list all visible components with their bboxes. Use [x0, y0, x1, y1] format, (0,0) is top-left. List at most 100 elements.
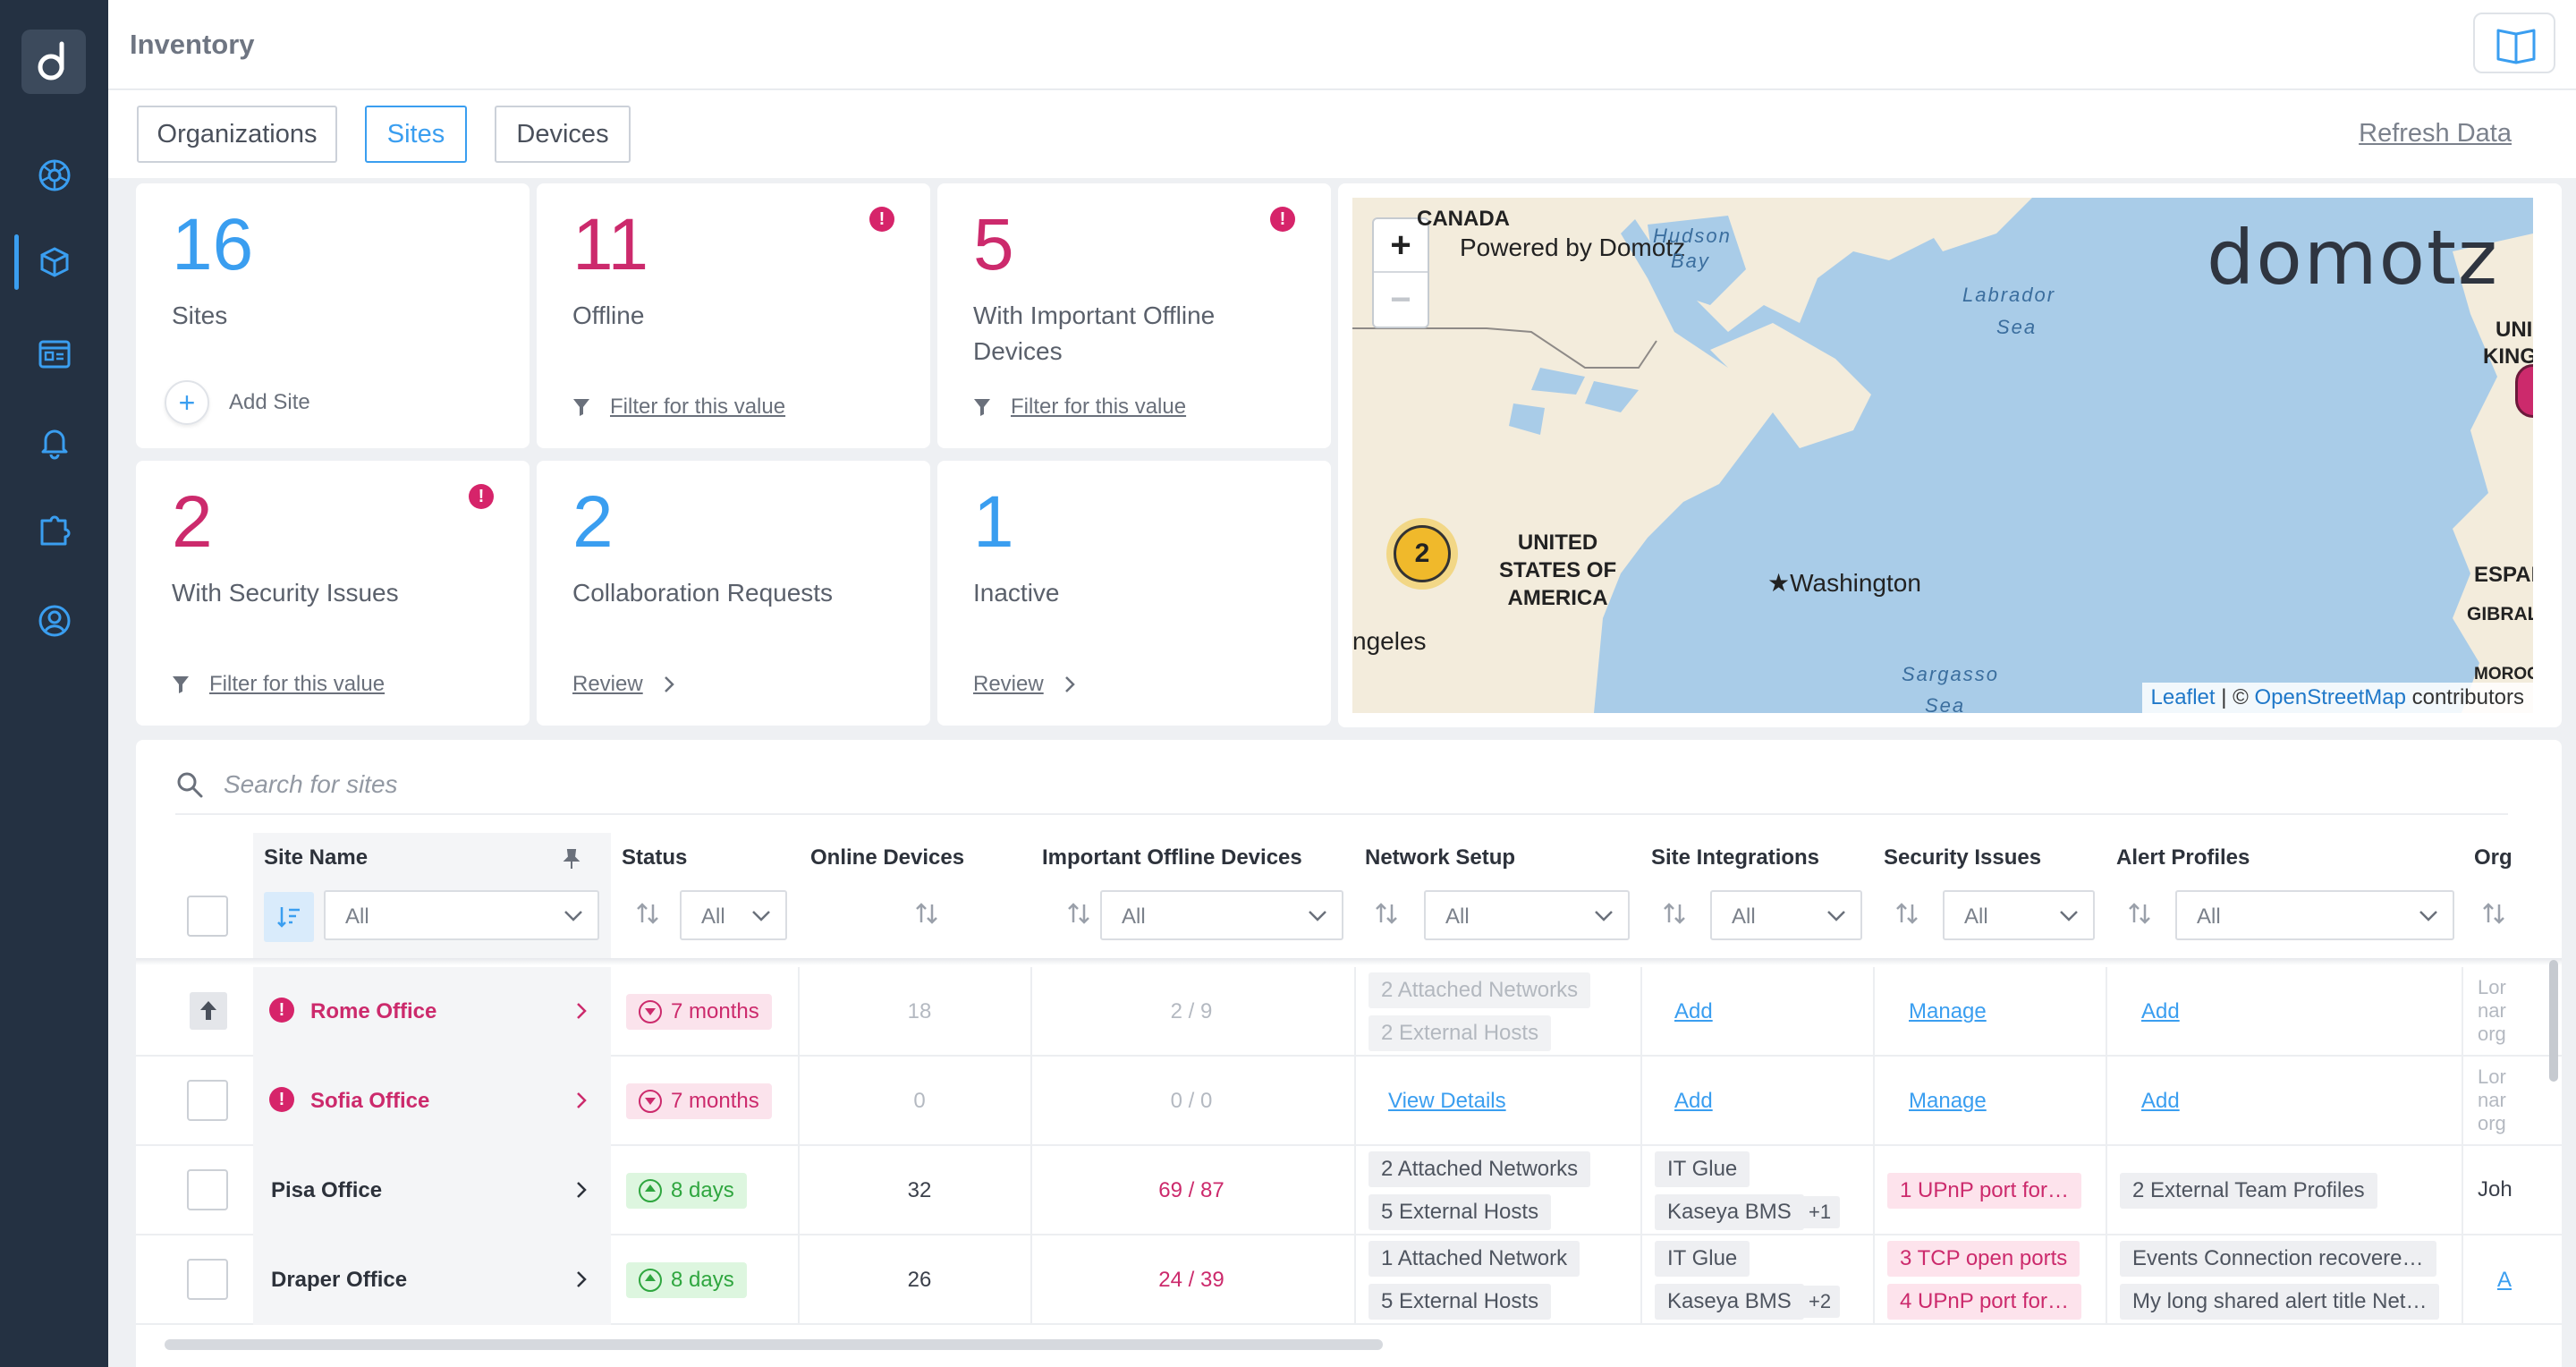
integrations-add-link[interactable]: Add: [1674, 1089, 1713, 1113]
search-input[interactable]: [224, 767, 1297, 802]
pin-row-button[interactable]: [190, 992, 227, 1030]
site-cluster-marker[interactable]: 2: [1394, 525, 1451, 582]
alert-icon: !: [1270, 207, 1295, 232]
sort-security-icon[interactable]: [1894, 901, 1919, 926]
leaflet-link[interactable]: Leaflet: [2150, 685, 2216, 709]
alert-profile-pill[interactable]: My long shared alert title Net…: [2120, 1284, 2440, 1320]
row-checkbox[interactable]: [187, 1080, 228, 1121]
sort-ascending-icon: [277, 907, 300, 928]
security-issue-pill[interactable]: 3 TCP open ports: [1887, 1241, 2080, 1277]
more-integrations-badge[interactable]: +2: [1800, 1286, 1841, 1318]
divider: [1640, 1235, 1642, 1325]
alerts-filter[interactable]: All: [2175, 890, 2454, 940]
network-pill: 2 Attached Networks: [1368, 972, 1591, 1008]
review-collab-link[interactable]: Review: [572, 672, 675, 697]
view-details-link[interactable]: View Details: [1388, 1089, 1506, 1113]
sort-org-icon[interactable]: [2481, 901, 2506, 926]
nav-inventory[interactable]: [0, 233, 108, 292]
filter-offline-link[interactable]: Filter for this value: [572, 395, 785, 420]
sort-status-icon[interactable]: [635, 901, 660, 926]
integrations-add-link[interactable]: Add: [1674, 999, 1713, 1023]
nav-alerts[interactable]: [0, 412, 108, 471]
row-checkbox[interactable]: [187, 1259, 228, 1300]
more-integrations-badge[interactable]: +1: [1800, 1196, 1841, 1228]
security-issue-pill[interactable]: 4 UPnP port for…: [1887, 1284, 2081, 1320]
osm-link[interactable]: OpenStreetMap: [2254, 685, 2406, 709]
filter-important-link[interactable]: Filter for this value: [973, 395, 1186, 420]
map-powered-by: Powered by Domotz: [1460, 233, 1686, 261]
zoom-in-button[interactable]: +: [1374, 219, 1428, 273]
security-filter[interactable]: All: [1943, 890, 2095, 940]
pin-icon[interactable]: [560, 847, 583, 870]
chevron-right-icon[interactable]: [575, 1091, 588, 1110]
site-cluster-marker-europe[interactable]: [2515, 364, 2533, 418]
site-name[interactable]: Sofia Office: [310, 1089, 430, 1113]
sort-alerts-icon[interactable]: [2127, 901, 2152, 926]
site-name[interactable]: Pisa Office: [271, 1178, 383, 1202]
table-row[interactable]: Draper Office 8 days 26 24 / 39 1 Attach…: [136, 1235, 2562, 1325]
table-row[interactable]: ! Sofia Office 7 months 0 0 / 0 View Det…: [136, 1057, 2562, 1146]
nav-network[interactable]: [0, 145, 108, 204]
filter-security-link[interactable]: Filter for this value: [172, 672, 385, 697]
site-name-cell[interactable]: Pisa Office: [253, 1146, 611, 1235]
sites-map[interactable]: + − Powered by Domotz domotz CANADA Huds…: [1352, 198, 2533, 713]
select-all-checkbox[interactable]: [187, 896, 228, 937]
row-checkbox[interactable]: [187, 1169, 228, 1210]
card-inactive-label: Inactive: [973, 579, 1060, 607]
nav-integrations[interactable]: [0, 501, 108, 560]
nav-account[interactable]: [0, 590, 108, 650]
table-row[interactable]: ! Rome Office 7 months 18 2 / 9 2 Attach…: [136, 967, 2562, 1057]
security-manage-link[interactable]: Manage: [1909, 999, 1987, 1023]
network-filter-value: All: [1445, 904, 1470, 929]
col-organization: Org: [2474, 845, 2512, 870]
vertical-scrollbar[interactable]: [2549, 960, 2558, 1082]
site-name-filter[interactable]: All: [324, 890, 599, 940]
alert-profile-pill[interactable]: Events Connection recovere…: [2120, 1241, 2436, 1277]
nav-dashboard[interactable]: [0, 324, 108, 383]
chevron-right-icon[interactable]: [575, 1180, 588, 1200]
card-inactive: 1 Inactive Review: [937, 461, 1331, 726]
organization-link[interactable]: A: [2497, 1268, 2512, 1292]
security-manage-link[interactable]: Manage: [1909, 1089, 1987, 1113]
sort-important-icon[interactable]: [1066, 901, 1091, 926]
docs-button[interactable]: [2473, 13, 2555, 73]
site-name-cell[interactable]: ! Sofia Office: [253, 1057, 611, 1146]
sort-integrations-icon[interactable]: [1662, 901, 1687, 926]
network-filter[interactable]: All: [1424, 890, 1630, 940]
status-filter[interactable]: All: [680, 890, 787, 940]
zoom-out-button[interactable]: −: [1390, 279, 1411, 319]
site-name-cell[interactable]: ! Rome Office: [253, 967, 611, 1057]
alerts-add-link[interactable]: Add: [2141, 1089, 2180, 1113]
sort-network-icon[interactable]: [1374, 901, 1399, 926]
domotz-logo[interactable]: [21, 30, 86, 94]
tab-devices[interactable]: Devices: [495, 106, 631, 163]
review-collab-label: Review: [572, 672, 643, 696]
funnel-icon: [974, 399, 990, 416]
review-inactive-link[interactable]: Review: [973, 672, 1076, 697]
sort-active-button[interactable]: [264, 892, 314, 942]
chevron-right-icon[interactable]: [575, 1001, 588, 1021]
sites-table-card: Site Name Status Online Devices Importan…: [136, 740, 2562, 1367]
horizontal-scrollbar[interactable]: [165, 1339, 1383, 1350]
site-name[interactable]: Rome Office: [310, 999, 437, 1023]
alert-profile-pill[interactable]: 2 External Team Profiles: [2120, 1173, 2377, 1209]
chevron-right-icon: [1064, 676, 1075, 692]
site-name-cell[interactable]: Draper Office: [253, 1235, 611, 1325]
important-filter[interactable]: All: [1100, 890, 1343, 940]
tab-organizations[interactable]: Organizations: [137, 106, 337, 163]
card-sites-value: 16: [172, 204, 254, 285]
site-name[interactable]: Draper Office: [271, 1268, 408, 1292]
refresh-data-link[interactable]: Refresh Data: [2359, 119, 2512, 148]
table-row[interactable]: Pisa Office 8 days 32 69 / 87 2 Attached…: [136, 1146, 2562, 1235]
browser-window-icon: [38, 340, 71, 369]
sort-online-icon[interactable]: [914, 901, 939, 926]
card-important-value: 5: [973, 204, 1014, 285]
add-site-button[interactable]: + Add Site: [165, 380, 310, 425]
security-issue-pill[interactable]: 1 UPnP port for…: [1887, 1173, 2081, 1209]
map-attribution: Leaflet | © OpenStreetMap contributors: [2141, 683, 2533, 713]
tab-sites[interactable]: Sites: [365, 106, 467, 163]
alerts-add-link[interactable]: Add: [2141, 999, 2180, 1023]
chevron-right-icon[interactable]: [575, 1269, 588, 1289]
divider: [1354, 1057, 1356, 1146]
integrations-filter[interactable]: All: [1710, 890, 1862, 940]
